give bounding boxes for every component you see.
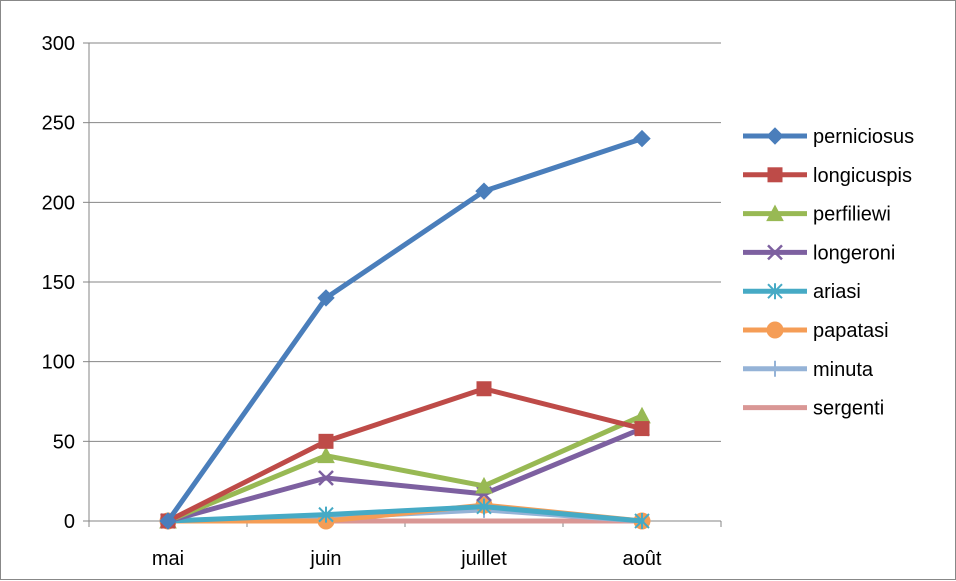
y-tick-label-3: 150 (42, 272, 75, 294)
data-point-perniciosus-2 (475, 182, 493, 200)
legend-label-perniciosus: perniciosus (813, 126, 914, 148)
y-tick-label-2: 100 (42, 352, 75, 374)
legend-marker-longicuspis (767, 167, 783, 183)
x-tick-label-1: juin (309, 548, 341, 570)
legend-label-sergenti: sergenti (813, 398, 884, 420)
y-tick-label-1: 50 (53, 431, 75, 453)
data-point-perfiliewi-3 (633, 406, 651, 424)
x-tick-label-2: juillet (460, 548, 507, 570)
data-point-ariasi-2 (476, 498, 492, 515)
series-line-ariasi (165, 504, 645, 524)
data-point-ariasi-1 (318, 506, 334, 523)
legend-label-ariasi: ariasi (813, 281, 861, 303)
data-point-longicuspis-1 (318, 433, 334, 449)
legend-marker-papatasi (766, 321, 784, 339)
data-point-perniciosus-3 (633, 129, 651, 148)
legend-label-papatasi: papatasi (813, 320, 889, 342)
series-line-perfiliewi (165, 413, 645, 524)
data-point-perniciosus-1 (317, 289, 335, 307)
y-tick-label-4: 200 (42, 192, 75, 214)
x-tick-label-0: mai (152, 548, 184, 570)
data-point-perfiliewi-2 (475, 476, 493, 494)
data-point-longicuspis-2 (476, 381, 492, 397)
x-tick-label-3: août (623, 548, 662, 570)
data-point-perniciosus-0 (159, 512, 177, 530)
legend-label-perfiliewi: perfiliewi (813, 204, 891, 226)
data-point-longicuspis-3 (634, 421, 650, 437)
legend-label-minuta: minuta (813, 359, 874, 381)
data-point-ariasi-3 (634, 513, 650, 529)
series-line-longeroni (165, 426, 645, 524)
data-point-perfiliewi-1 (317, 446, 335, 464)
data-point-longeroni-1 (318, 470, 334, 486)
y-tick-label-0: 0 (64, 511, 75, 533)
series-line-perniciosus (165, 136, 645, 524)
legend-marker-perfiliewi (766, 204, 784, 222)
legend-marker-perniciosus (766, 127, 784, 145)
legend-label-longeroni: longeroni (813, 242, 895, 264)
legend-marker-ariasi (767, 283, 783, 300)
y-tick-label-5: 250 (42, 113, 75, 135)
legend-label-longicuspis: longicuspis (813, 165, 912, 187)
legend-marker-longeroni (767, 244, 783, 261)
legend-marker-minuta (767, 360, 783, 377)
series-line-longicuspis (165, 386, 645, 524)
y-tick-label-6: 300 (42, 33, 75, 55)
